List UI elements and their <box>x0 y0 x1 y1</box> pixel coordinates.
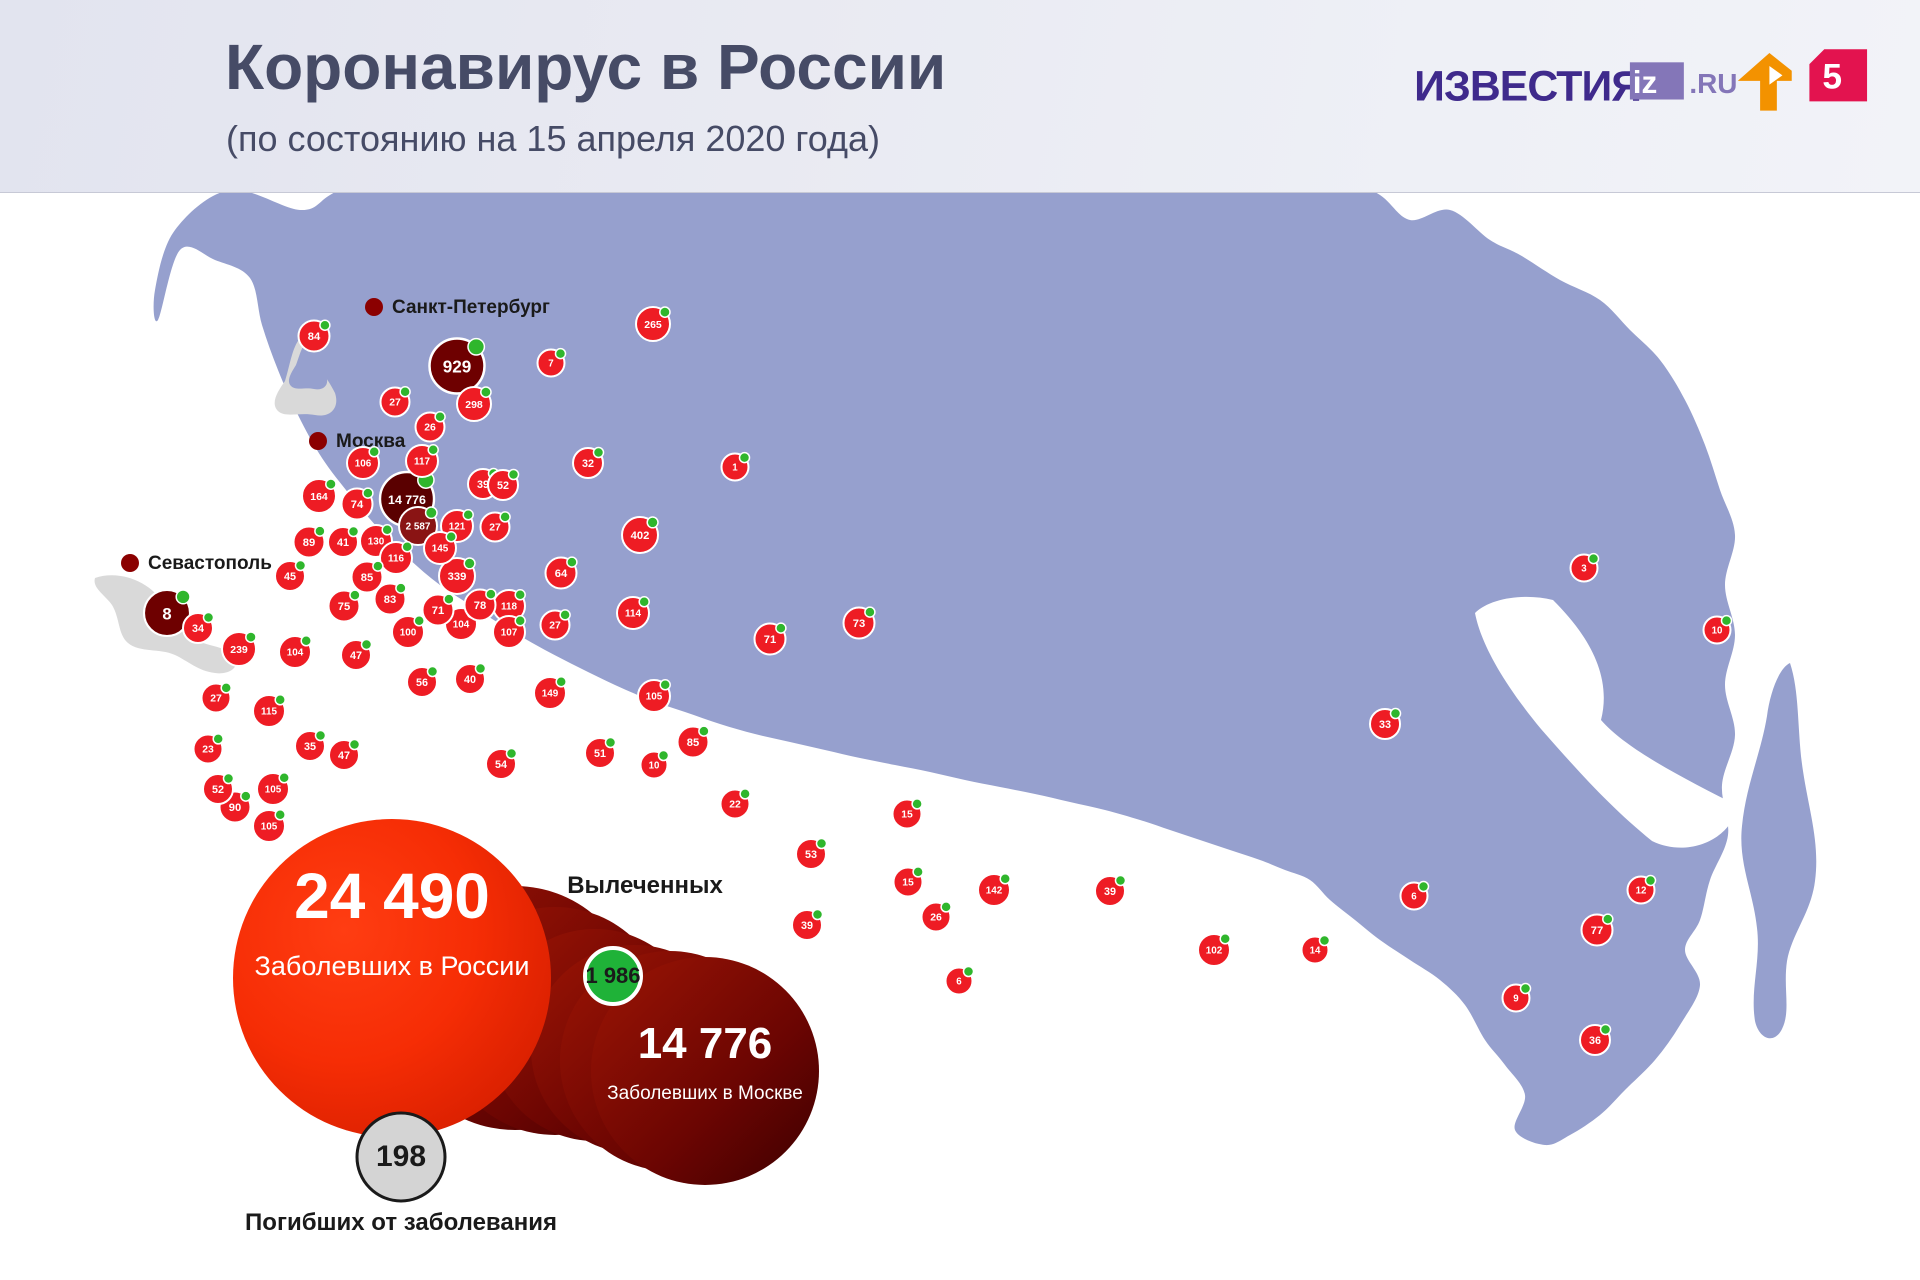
svg-text:929: 929 <box>443 358 472 377</box>
svg-text:102: 102 <box>1206 946 1223 957</box>
svg-text:27: 27 <box>549 621 561 632</box>
svg-text:104: 104 <box>453 620 470 631</box>
svg-text:1: 1 <box>732 463 738 474</box>
svg-text:5: 5 <box>1822 57 1842 96</box>
svg-text:26: 26 <box>930 913 942 924</box>
svg-text:45: 45 <box>284 571 296 583</box>
svg-text:47: 47 <box>338 750 350 762</box>
svg-text:22: 22 <box>729 800 741 811</box>
svg-text:239: 239 <box>230 644 248 656</box>
svg-text:54: 54 <box>495 759 507 771</box>
svg-text:114: 114 <box>625 609 641 620</box>
svg-text:142: 142 <box>986 886 1003 897</box>
svg-text:100: 100 <box>400 628 417 639</box>
svg-text:33: 33 <box>1379 719 1391 731</box>
svg-text:105: 105 <box>261 822 278 833</box>
svg-text:56: 56 <box>416 677 428 689</box>
svg-text:105: 105 <box>646 692 663 703</box>
svg-text:121: 121 <box>449 522 466 533</box>
svg-text:51: 51 <box>594 748 606 760</box>
svg-text:ИЗВЕСТИЯ: ИЗВЕСТИЯ <box>1414 62 1641 110</box>
svg-text:149: 149 <box>542 689 559 700</box>
svg-text:84: 84 <box>308 331 321 343</box>
svg-text:71: 71 <box>432 605 444 617</box>
svg-text:164: 164 <box>310 491 328 503</box>
svg-text:145: 145 <box>432 544 449 555</box>
svg-text:115: 115 <box>261 707 277 718</box>
svg-text:74: 74 <box>351 499 364 511</box>
svg-text:116: 116 <box>388 554 404 565</box>
svg-text:27: 27 <box>210 694 222 705</box>
svg-text:105: 105 <box>265 785 282 796</box>
svg-text:Севастополь: Севастополь <box>148 553 272 574</box>
svg-text:89: 89 <box>303 537 315 549</box>
svg-text:117: 117 <box>414 457 430 468</box>
svg-text:8: 8 <box>162 605 171 624</box>
svg-text:52: 52 <box>497 480 509 492</box>
svg-text:39: 39 <box>1104 886 1116 898</box>
svg-text:90: 90 <box>229 802 241 814</box>
svg-text:402: 402 <box>631 530 650 542</box>
svg-text:32: 32 <box>582 458 594 470</box>
svg-text:106: 106 <box>355 459 372 470</box>
svg-text:339: 339 <box>448 571 467 583</box>
svg-text:14 776: 14 776 <box>388 493 426 507</box>
svg-text:14: 14 <box>1310 946 1321 957</box>
svg-text:10: 10 <box>649 761 660 772</box>
svg-text:12: 12 <box>1636 886 1647 897</box>
svg-text:41: 41 <box>337 537 349 549</box>
svg-text:27: 27 <box>489 523 501 534</box>
svg-text:83: 83 <box>384 594 396 606</box>
svg-text:39: 39 <box>801 920 813 932</box>
svg-text:26: 26 <box>424 423 436 434</box>
svg-text:64: 64 <box>555 568 568 580</box>
svg-text:47: 47 <box>350 650 362 662</box>
svg-text:3: 3 <box>1581 564 1587 575</box>
svg-text:15: 15 <box>901 810 913 821</box>
svg-text:104: 104 <box>287 648 304 659</box>
svg-text:77: 77 <box>1591 925 1603 937</box>
svg-text:6: 6 <box>1411 892 1417 903</box>
svg-text:118: 118 <box>501 602 517 613</box>
svg-text:34: 34 <box>192 623 204 635</box>
svg-text:298: 298 <box>465 399 483 411</box>
svg-text:40: 40 <box>464 674 476 686</box>
svg-text:2 587: 2 587 <box>406 522 431 533</box>
svg-text:10: 10 <box>1712 626 1723 637</box>
svg-text:78: 78 <box>474 600 486 612</box>
svg-text:35: 35 <box>304 741 316 753</box>
svg-text:27: 27 <box>389 398 401 409</box>
svg-text:73: 73 <box>853 618 865 630</box>
svg-text:85: 85 <box>687 737 699 749</box>
svg-text:iz: iz <box>1633 64 1658 100</box>
svg-text:130: 130 <box>368 537 385 548</box>
svg-text:36: 36 <box>1589 1035 1601 1047</box>
svg-text:53: 53 <box>805 849 817 861</box>
svg-text:Санкт-Петербург: Санкт-Петербург <box>392 297 550 318</box>
svg-text:15: 15 <box>902 878 914 889</box>
svg-text:71: 71 <box>764 634 776 646</box>
svg-text:9: 9 <box>1513 994 1519 1005</box>
svg-text:52: 52 <box>212 784 224 796</box>
svg-text:.RU: .RU <box>1689 68 1737 99</box>
svg-text:265: 265 <box>644 319 662 331</box>
svg-text:7: 7 <box>548 359 553 370</box>
svg-text:23: 23 <box>202 745 214 756</box>
svg-text:107: 107 <box>501 628 518 639</box>
svg-text:6: 6 <box>956 977 962 988</box>
svg-text:85: 85 <box>361 572 373 584</box>
svg-text:75: 75 <box>338 601 350 613</box>
